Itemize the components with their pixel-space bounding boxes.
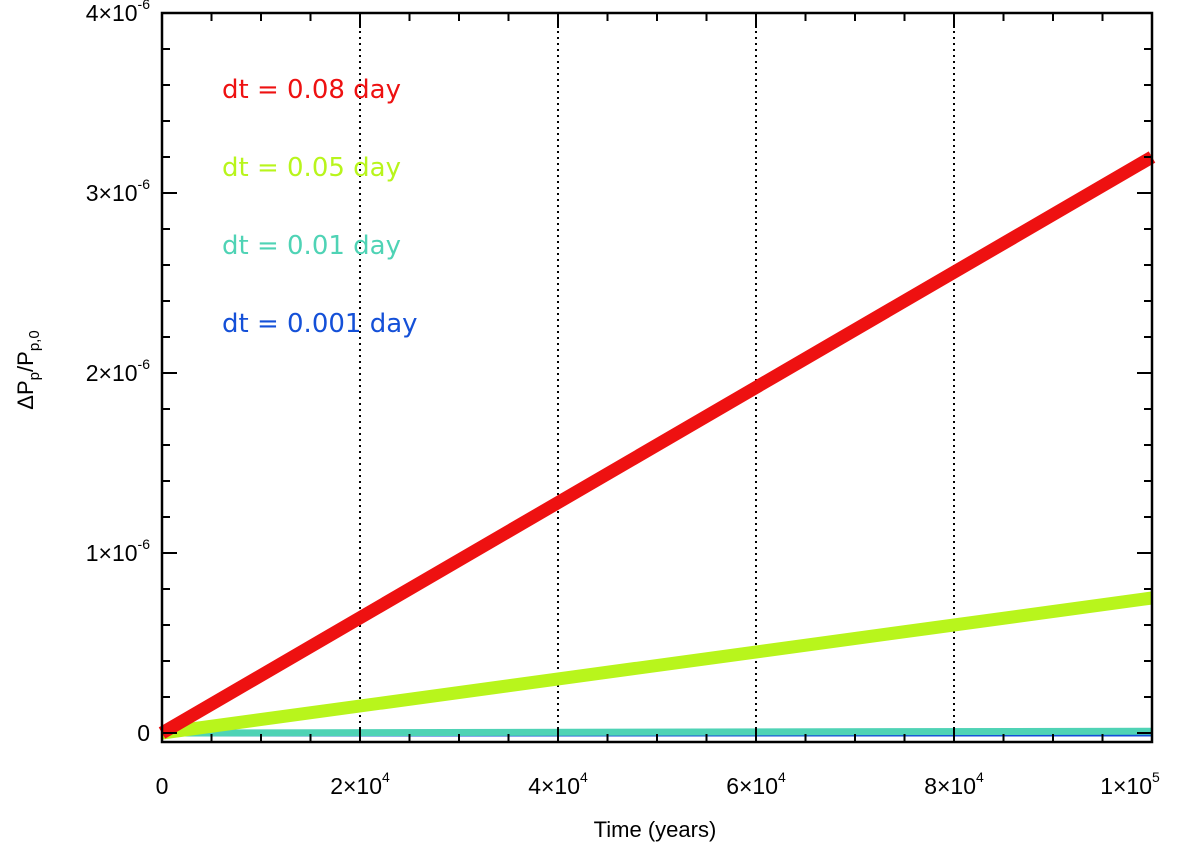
series-line-1 <box>161 591 1153 740</box>
x-axis-title: Time (years) <box>594 817 717 842</box>
axes: 0 2×104 4×104 6×104 8×104 1×105 0 1×10-6 2×10-6 3… <box>86 0 1160 799</box>
y-tick-label-2: 2×10-6 <box>86 356 150 386</box>
x-tick-label-0: 0 <box>156 773 169 799</box>
y-tick-label-0: 0 <box>137 720 150 746</box>
x-tick-label-2: 4×104 <box>528 769 588 799</box>
y-axis-title-sub1: p <box>26 372 43 380</box>
legend-entry-1: dt = 0.05 day <box>222 153 401 183</box>
x-tick-label-5: 1×105 <box>1100 769 1160 799</box>
y-axis-title-sub2: p,0 <box>26 330 43 351</box>
y-tick-label-3: 3×10-6 <box>86 176 150 206</box>
legend: dt = 0.08 day dt = 0.05 day dt = 0.01 day d… <box>222 75 418 339</box>
x-tick-label-3: 6×104 <box>726 769 786 799</box>
plot-frame <box>160 11 1154 744</box>
legend-entry-2: dt = 0.01 day <box>222 231 401 261</box>
y-tick-label-4: 4×10-6 <box>86 0 150 26</box>
series-lines <box>158 151 1156 740</box>
y-tick-label-1: 1×10-6 <box>86 536 150 566</box>
y-axis-title-mid: /P <box>13 351 38 372</box>
legend-entry-3: dt = 0.001 day <box>222 309 418 339</box>
x-tick-label-4: 8×104 <box>924 769 984 799</box>
series-line-0 <box>158 151 1156 739</box>
x-tick-label-1: 2×104 <box>330 769 390 799</box>
series-line-2 <box>161 727 1153 737</box>
legend-entry-0: dt = 0.08 day <box>222 75 401 105</box>
y-axis-title: ΔPp/Pp,0 <box>13 330 43 409</box>
y-axis-title-base: ΔP <box>13 380 38 409</box>
